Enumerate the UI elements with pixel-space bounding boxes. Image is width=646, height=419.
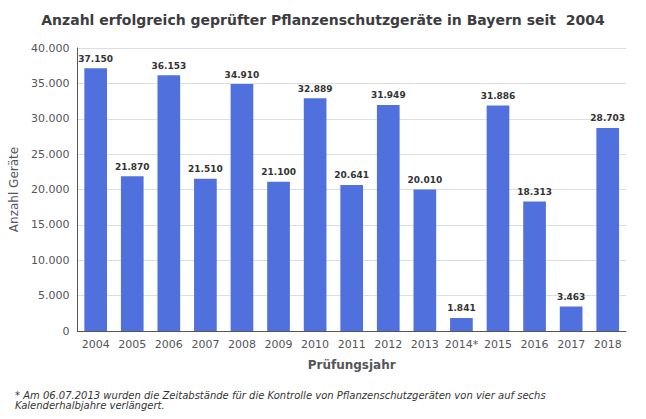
svg-text:2018: 2018	[594, 338, 622, 351]
svg-text:3.463: 3.463	[557, 292, 585, 302]
svg-text:Kalenderhalbjahre verlängert.: Kalenderhalbjahre verlängert.	[15, 400, 165, 411]
svg-text:40.000: 40.000	[31, 42, 70, 55]
svg-text:21.870: 21.870	[115, 162, 150, 172]
svg-text:10.000: 10.000	[31, 254, 70, 267]
svg-text:32.889: 32.889	[298, 84, 333, 94]
svg-text:2015: 2015	[484, 338, 512, 351]
svg-text:2016: 2016	[521, 338, 549, 351]
svg-text:2010: 2010	[301, 338, 329, 351]
svg-text:20.000: 20.000	[31, 183, 70, 196]
svg-text:37.150: 37.150	[78, 54, 113, 64]
svg-text:2005: 2005	[118, 338, 146, 351]
svg-text:2008: 2008	[228, 338, 256, 351]
svg-text:* Am 06.07.2013 wurden die Zei: * Am 06.07.2013 wurden die Zeitabstände …	[15, 389, 549, 401]
svg-text:Prüfungsjahr: Prüfungsjahr	[308, 358, 396, 372]
svg-text:31.886: 31.886	[481, 91, 516, 101]
svg-text:2012: 2012	[374, 338, 402, 351]
svg-text:2007: 2007	[191, 338, 219, 351]
svg-text:21.510: 21.510	[188, 164, 223, 174]
svg-text:2004: 2004	[82, 338, 110, 351]
svg-text:36.153: 36.153	[151, 61, 186, 71]
svg-text:2017: 2017	[557, 338, 585, 351]
svg-text:2013: 2013	[411, 338, 439, 351]
svg-text:2009: 2009	[265, 338, 293, 351]
svg-text:35.000: 35.000	[31, 77, 70, 90]
svg-text:2014*: 2014*	[445, 338, 479, 351]
svg-text:0: 0	[62, 325, 69, 338]
svg-text:2011: 2011	[338, 338, 366, 351]
svg-text:5.000: 5.000	[38, 289, 70, 302]
svg-text:20.641: 20.641	[334, 170, 369, 180]
svg-text:21.100: 21.100	[261, 167, 296, 177]
svg-text:28.703: 28.703	[590, 113, 625, 123]
svg-text:30.000: 30.000	[31, 112, 70, 125]
svg-text:25.000: 25.000	[31, 148, 70, 161]
svg-text:Anzahl Geräte: Anzahl Geräte	[7, 147, 21, 232]
svg-text:Anzahl erfolgreich geprüfter P: Anzahl erfolgreich geprüfter Pflanzensch…	[41, 12, 605, 28]
svg-text:18.313: 18.313	[517, 187, 552, 197]
svg-text:20.010: 20.010	[407, 175, 442, 185]
svg-text:2006: 2006	[155, 338, 183, 351]
svg-text:34.910: 34.910	[225, 70, 260, 80]
svg-text:31.949: 31.949	[371, 90, 406, 100]
svg-text:15.000: 15.000	[31, 218, 70, 231]
svg-text:1.841: 1.841	[447, 303, 475, 313]
